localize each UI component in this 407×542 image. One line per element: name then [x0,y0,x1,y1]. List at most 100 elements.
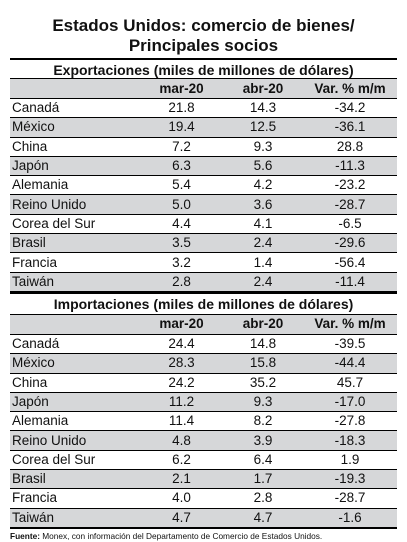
table-row: Canadá 24.4 14.8 -39.5 [10,334,397,355]
page-title: Estados Unidos: comercio de bienes/ Prin… [0,0,407,58]
table-row: Brasil 3.5 2.4 -29.6 [10,233,397,254]
country-cell: Reino Unido [10,430,140,451]
mar-value-cell: 11.2 [140,392,223,413]
table-row: Brasil 2.1 1.7 -19.3 [10,469,397,490]
var-value-cell: -17.0 [303,392,397,413]
table-row: Canadá 21.8 14.3 -34.2 [10,98,397,119]
column-header-country [10,314,140,335]
exports-table: mar-20 abr-20 Var. % m/m Canadá 21.8 14.3-… [10,79,397,293]
mar-value-cell: 6.2 [140,450,223,471]
table-row: Corea del Sur 6.2 6.4 1.9 [10,450,397,471]
mar-value-cell: 11.4 [140,411,223,432]
mar-value-cell: 3.2 [140,252,223,273]
var-value-cell: 28.8 [303,137,397,157]
mar-value-cell: 24.2 [140,373,223,393]
country-cell: China [10,373,140,393]
var-value-cell: -29.6 [303,233,397,254]
table-header-row: mar-20 abr-20 Var. % m/m [10,79,397,99]
abr-value-cell: 14.8 [223,334,303,355]
var-value-cell: 45.7 [303,373,397,393]
column-header-abr: abr-20 [223,314,303,335]
abr-value-cell: 4.1 [223,214,303,235]
var-value-cell: -1.6 [303,508,397,528]
table-row: Japón 11.2 9.3 -17.0 [10,392,397,413]
column-header-var: Var. % m/m [303,314,397,335]
var-value-cell: 1.9 [303,450,397,471]
var-value-cell: -27.8 [303,411,397,432]
column-header-country [10,79,140,99]
mar-value-cell: 24.4 [140,334,223,355]
abr-value-cell: 4.7 [223,508,303,528]
mar-value-cell: 28.3 [140,353,223,374]
country-cell: México [10,353,140,374]
abr-value-cell: 15.8 [223,353,303,374]
mar-value-cell: 7.2 [140,137,223,157]
mar-value-cell: 5.0 [140,194,223,215]
abr-value-cell: 2.4 [223,233,303,254]
abr-value-cell: 12.5 [223,117,303,138]
table-row: Alemania 11.4 8.2 -27.8 [10,411,397,432]
exports-title: Exportaciones (miles de millones de dóla… [10,58,397,79]
abr-value-cell: 14.3 [223,98,303,119]
var-value-cell: -44.4 [303,353,397,374]
country-cell: Japón [10,392,140,413]
abr-value-cell: 3.6 [223,194,303,215]
table-row: Taiwán 4.7 4.7 -1.6 [10,508,397,528]
mar-value-cell: 4.8 [140,430,223,451]
table-row: Taiwán 2.8 2.4 -11.4 [10,272,397,292]
source-footnote: Fuente: Monex, con información del Depar… [10,530,397,542]
country-cell: México [10,117,140,138]
imports-table-body: Canadá 24.4 14.8 -39.5 México 28.3 15.8 -44.4 Ch… [10,334,397,528]
var-value-cell: -36.1 [303,117,397,138]
var-value-cell: -28.7 [303,488,397,509]
abr-value-cell: 35.2 [223,373,303,393]
country-cell: Japón [10,156,140,177]
source-label: Fuente: [10,530,40,541]
table-row: Japón 6.3 5.6 -11.3 [10,156,397,177]
abr-value-cell: 4.2 [223,175,303,196]
column-header-abr: abr-20 [223,79,303,99]
country-cell: Alemania [10,175,140,196]
country-cell: Corea del Sur [10,214,140,235]
abr-value-cell: 8.2 [223,411,303,432]
table-row: México 19.4 12.5 -36.1 [10,117,397,138]
country-cell: Taiwán [10,508,140,528]
country-cell: Canadá [10,334,140,355]
var-value-cell: -11.4 [303,272,397,292]
country-cell: Reino Unido [10,194,140,215]
table-row: Alemania 5.4 4.2 -23.2 [10,175,397,196]
mar-value-cell: 4.0 [140,488,223,509]
imports-section: Importaciones (miles de millones de dóla… [10,292,397,529]
column-header-mar: mar-20 [140,79,223,99]
abr-value-cell: 5.6 [223,156,303,177]
mar-value-cell: 2.1 [140,469,223,490]
var-value-cell: -56.4 [303,252,397,273]
abr-value-cell: 9.3 [223,392,303,413]
exports-section: Exportaciones (miles de millones de dóla… [10,58,397,293]
country-cell: Francia [10,252,140,273]
country-cell: Alemania [10,411,140,432]
table-row: Corea del Sur 4.4 4.1 -6.5 [10,214,397,235]
mar-value-cell: 5.4 [140,175,223,196]
mar-value-cell: 3.5 [140,233,223,254]
var-value-cell: -39.5 [303,334,397,355]
var-value-cell: -28.7 [303,194,397,215]
table-row: México 28.3 15.8 -44.4 [10,353,397,374]
mar-value-cell: 4.4 [140,214,223,235]
mar-value-cell: 21.8 [140,98,223,119]
title-line-2: Principales socios [128,36,279,55]
abr-value-cell: 2.8 [223,488,303,509]
abr-value-cell: 9.3 [223,137,303,157]
country-cell: Brasil [10,233,140,254]
imports-table: mar-20 abr-20 Var. % m/m Canadá 24.4 14.8-… [10,314,397,529]
mar-value-cell: 4.7 [140,508,223,528]
table-row: Francia 4.0 2.8 -28.7 [10,488,397,509]
title-line-1: Estados Unidos: comercio de bienes/ [52,16,355,35]
abr-value-cell: 3.9 [223,430,303,451]
table-row: China 7.2 9.3 28.8 [10,137,397,157]
var-value-cell: -19.3 [303,469,397,490]
mar-value-cell: 19.4 [140,117,223,138]
column-header-var: Var. % m/m [303,79,397,99]
country-cell: Canadá [10,98,140,119]
var-value-cell: -11.3 [303,156,397,177]
